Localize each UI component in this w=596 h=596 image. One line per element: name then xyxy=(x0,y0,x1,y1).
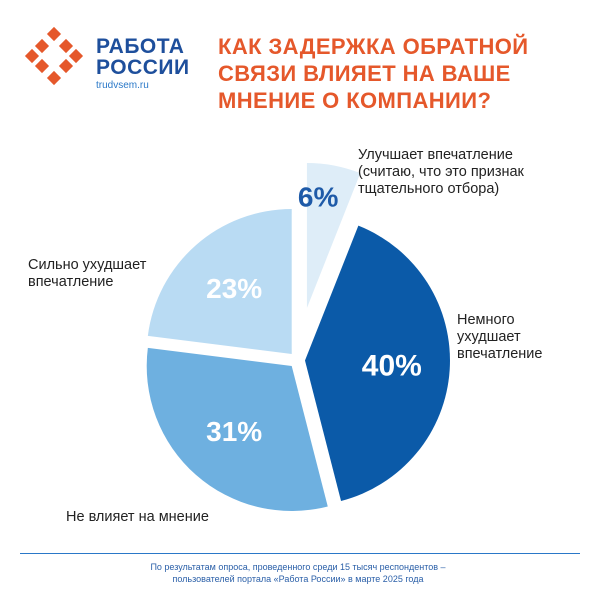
category-label-much-worse: Сильно ухудшает впечатление xyxy=(28,257,147,290)
brand-name-line2: РОССИИ xyxy=(96,56,190,79)
logo-dot-0 xyxy=(46,26,62,42)
pie-slice-no_effect xyxy=(146,347,328,512)
footer-divider xyxy=(20,553,580,554)
chart-title-line2: СВЯЗИ ВЛИЯЕТ НА ВАШЕ xyxy=(218,61,511,86)
chart-title-line1: КАК ЗАДЕРЖКА ОБРАТНОЙ xyxy=(218,34,529,59)
data-label-much_worse: 23% xyxy=(206,273,262,304)
category-label-improves: Улучшает впечатление (считаю, что это пр… xyxy=(358,147,524,197)
brand-name-line1: РАБОТА xyxy=(96,35,185,58)
pie-slice-improves xyxy=(306,162,361,308)
data-label-slightly_worse: 40% xyxy=(362,349,422,382)
chart-title-line3: МНЕНИЕ О КОМПАНИИ? xyxy=(218,88,492,113)
data-label-improves: 6% xyxy=(298,181,339,212)
pie-slice-slightly_worse xyxy=(304,225,450,501)
footer-note-line1: По результатам опроса, проведенного сред… xyxy=(150,562,446,572)
brand-url: trudvsem.ru xyxy=(96,80,149,91)
category-label-slightly-worse: Немного ухудшает впечатление xyxy=(457,312,543,362)
data-label-no_effect: 31% xyxy=(206,416,262,447)
logo-dot-3 xyxy=(24,48,40,64)
category-label-no-effect: Не влияет на мнение xyxy=(66,509,209,525)
pie-slice-much_worse xyxy=(147,208,292,354)
footer-note-line2: пользователей портала «Работа России» в … xyxy=(172,574,424,584)
logo-dot-1 xyxy=(34,38,50,54)
rabota-rossii-logo-icon xyxy=(24,26,84,86)
